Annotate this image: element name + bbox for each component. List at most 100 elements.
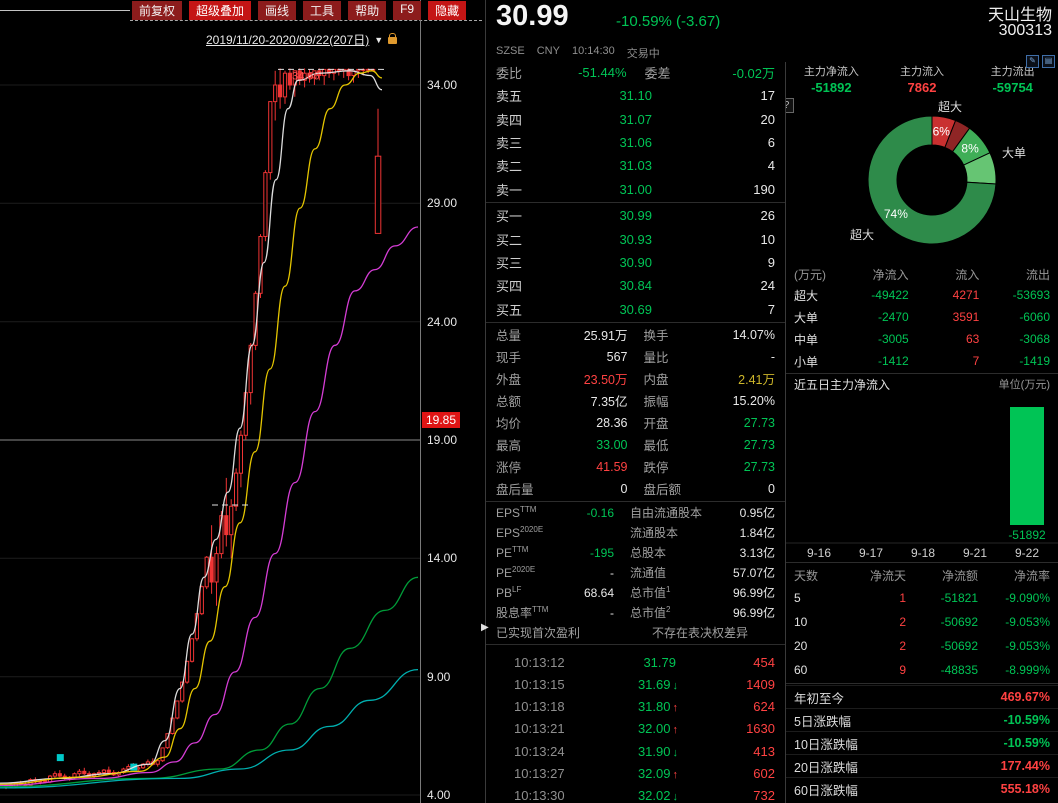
flow-out: -6060 <box>1019 310 1051 324</box>
five-day-title: 近五日主力净流入 <box>794 377 891 392</box>
tick-arrow-icon: ↑ <box>672 769 679 782</box>
order-book-row[interactable]: 卖一 31.00 190 <box>486 178 785 201</box>
fundamental-label: 总市值1 <box>630 585 671 601</box>
toolbar-button[interactable]: F9 <box>393 1 422 20</box>
order-book-row[interactable]: 买四 30.84 24 <box>486 274 785 297</box>
date-range-control[interactable]: 2019/11/20-2020/09/22(207日) ▼ <box>206 31 398 48</box>
tick-arrow-icon: ↑ <box>672 724 679 737</box>
orderbook-divider <box>486 201 785 203</box>
chevron-down-icon[interactable]: ▼ <box>374 34 384 45</box>
days-net-amount: -50692 <box>940 615 978 629</box>
price-tick-label: 19.00 <box>427 433 458 447</box>
order-level-label: 卖三 <box>496 135 523 151</box>
stat-label: 内盘 <box>643 373 669 388</box>
date-range-label[interactable]: 2019/11/20-2020/09/22(207日) <box>206 33 370 47</box>
toolbar-button[interactable]: 帮助 <box>348 1 387 20</box>
order-book-row[interactable]: 买五 30.69 7 <box>486 298 785 321</box>
summary-row: 10日涨跌幅 -10.59% <box>786 731 1058 754</box>
stat-row: 总额 7.35亿 振幅 15.20% <box>486 390 785 412</box>
help-icon[interactable]: ? <box>786 98 794 113</box>
five-day-unit: 单位(万元) <box>998 379 1050 391</box>
days-count: 10 <box>794 615 808 629</box>
order-book-row[interactable]: 卖三 31.06 6 <box>486 131 785 154</box>
stat-label: 涨停 <box>496 461 522 476</box>
price-tick-label: 4.00 <box>427 788 451 802</box>
price-tick-label: 34.00 <box>427 78 458 92</box>
fundamental-row: EPSTTM -0.16 自由流通股本 0.95亿 <box>486 503 785 523</box>
order-volume: 17 <box>760 88 775 104</box>
last-price: 30.99 <box>496 0 569 32</box>
order-level-label: 卖四 <box>496 112 523 128</box>
five-day-bar-block: 9-16 9-17 9-18 9-21 -51892 9-22 <box>786 393 1058 561</box>
order-book-row[interactable]: 买一 30.99 26 <box>486 204 785 227</box>
fundamental-label: 已实现首次盈利 <box>496 626 581 641</box>
order-price: 31.07 <box>619 111 652 127</box>
summary-row: 60日涨跌幅 555.18% <box>786 777 1058 800</box>
layout-icon[interactable]: ▤ <box>1042 55 1055 68</box>
flow-donut-block: 6% 8% 74% 超大 大单 超大 <box>786 96 1058 264</box>
toolbar-button[interactable]: 工具 <box>303 1 342 20</box>
flow-out: -3068 <box>1019 332 1051 346</box>
section-divider <box>486 500 785 502</box>
order-book-row[interactable]: 买二 30.93 10 <box>486 227 785 250</box>
lock-icon[interactable] <box>388 33 398 44</box>
order-book-row[interactable]: 卖四 31.07 20 <box>486 107 785 130</box>
flow-table-row: 小单 -1412 7 -1419 <box>786 350 1058 372</box>
tick-time: 10:13:30 <box>514 788 565 803</box>
wc-value: -0.02万 <box>732 65 775 81</box>
flow-row-label: 中单 <box>794 332 819 347</box>
tick-volume: 454 <box>753 654 775 670</box>
flow-in: 63 <box>965 332 980 346</box>
stat-value: 0 <box>620 481 628 496</box>
fundamental-label: 股息率TTM <box>496 605 549 621</box>
stat-label: 开盘 <box>643 417 669 432</box>
summary-row: 5日涨跌幅 -10.59% <box>786 708 1058 731</box>
order-book-row[interactable]: 卖五 31.10 17 <box>486 84 785 107</box>
svg-text:34.66: 34.66 <box>292 70 320 82</box>
summary-value: 177.44% <box>1000 759 1050 773</box>
summary-label: 5日涨跌幅 <box>794 714 851 729</box>
bid-ask-ratio-row: 委比 -51.44% 委差 -0.02万 <box>486 62 785 82</box>
days-net-days: 9 <box>899 663 906 677</box>
order-book-row[interactable]: 买三 30.90 9 <box>486 251 785 274</box>
order-level-label: 买五 <box>496 302 523 318</box>
summary-value: 555.18% <box>1000 782 1050 796</box>
fundamental-label: 总股本 <box>630 546 667 561</box>
flow-row-label: 超大 <box>794 288 819 303</box>
order-volume: 9 <box>767 254 775 270</box>
order-volume: 20 <box>760 111 775 127</box>
stat-value: 27.73 <box>743 437 775 452</box>
order-price: 30.69 <box>619 301 652 317</box>
flow-in: 4271 <box>952 288 980 302</box>
order-book-row[interactable]: 卖二 31.03 4 <box>486 154 785 177</box>
days-table-row: 10 2 -50692 -9.053% <box>786 610 1058 634</box>
fundamental-value: 96.99亿 <box>732 606 775 621</box>
order-price: 30.84 <box>619 278 652 294</box>
tick-row: 10:13:24 31.90 ↓ 413 <box>486 740 785 762</box>
tick-price: 31.79 <box>643 654 676 670</box>
price-axis: 34.00 29.00 24.00 19.00 14.00 9.00 4.00 19.85 <box>420 0 486 803</box>
chart-frame-line <box>0 10 130 11</box>
tick-volume: 602 <box>753 766 775 782</box>
toolbar-button[interactable]: 前复权 <box>132 1 183 20</box>
buy-queue: 买一 30.99 26 买二 30.93 10 买三 30.90 9 <box>486 204 785 321</box>
toolbar-button[interactable]: 超级叠加 <box>189 1 252 20</box>
stat-value: 33.00 <box>596 437 628 452</box>
collapse-panel-icon[interactable]: ▶ <box>481 622 489 633</box>
order-volume: 10 <box>760 231 775 247</box>
order-level-label: 买一 <box>496 209 523 225</box>
days-net-rate: -9.090% <box>1005 591 1050 605</box>
toolbar-button[interactable]: 画线 <box>258 1 297 20</box>
svg-text:9-22: 9-22 <box>1015 546 1039 560</box>
tick-time: 10:13:21 <box>514 721 565 737</box>
candlestick-chart[interactable]: 34.66 <box>0 0 420 803</box>
svg-text:9-18: 9-18 <box>911 546 935 560</box>
edit-icon[interactable]: ✎ <box>1026 55 1039 68</box>
order-volume: 190 <box>753 181 775 197</box>
stat-row: 现手 567 量比 - <box>486 346 785 368</box>
tick-price: 31.90 ↓ <box>637 743 678 759</box>
summary-row: 20日涨跌幅 177.44% <box>786 754 1058 777</box>
five-day-bar-chart: 9-16 9-17 9-18 9-21 -51892 9-22 <box>786 407 1058 560</box>
price-tick-label: 9.00 <box>427 669 451 684</box>
toolbar-button[interactable]: 隐藏 <box>428 1 467 20</box>
